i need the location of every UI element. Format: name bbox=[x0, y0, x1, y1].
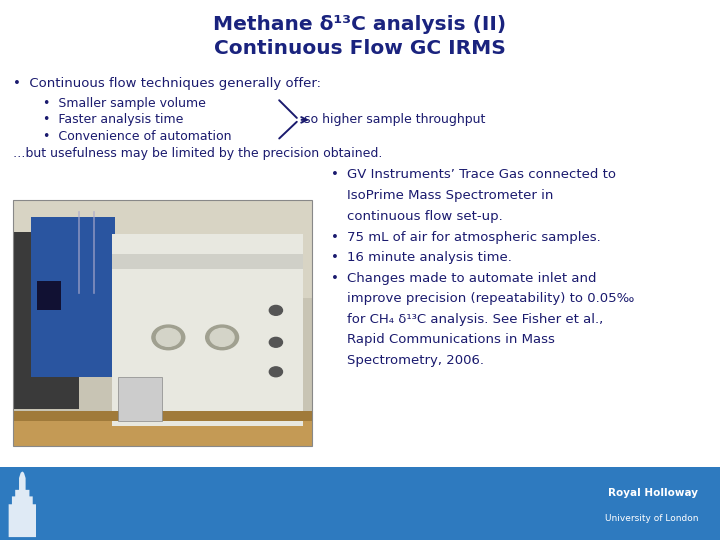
Bar bbox=[13, 232, 78, 409]
Text: Changes made to automate inlet and: Changes made to automate inlet and bbox=[347, 272, 597, 285]
Circle shape bbox=[269, 338, 282, 347]
Circle shape bbox=[206, 325, 238, 350]
Bar bbox=[112, 234, 303, 426]
Text: •  Continuous flow techniques generally offer:: • Continuous flow techniques generally o… bbox=[13, 77, 321, 90]
Bar bbox=[112, 254, 303, 268]
Text: •: • bbox=[331, 168, 339, 181]
Bar bbox=[0, 467, 720, 540]
Polygon shape bbox=[9, 471, 36, 537]
Circle shape bbox=[156, 328, 180, 346]
Circle shape bbox=[269, 306, 282, 315]
Text: •  Smaller sample volume: • Smaller sample volume bbox=[43, 97, 206, 110]
Bar bbox=[13, 200, 312, 446]
Text: 16 minute analysis time.: 16 minute analysis time. bbox=[347, 251, 512, 264]
Text: …but usefulness may be limited by the precision obtained.: …but usefulness may be limited by the pr… bbox=[13, 147, 382, 160]
Bar bbox=[13, 411, 312, 421]
Circle shape bbox=[269, 367, 282, 377]
Text: •: • bbox=[331, 272, 339, 285]
Bar bbox=[37, 281, 60, 310]
Text: Methane δ¹³C analysis (II): Methane δ¹³C analysis (II) bbox=[213, 15, 507, 34]
Bar bbox=[13, 200, 312, 446]
Text: 75 mL of air for atmospheric samples.: 75 mL of air for atmospheric samples. bbox=[347, 231, 600, 244]
Text: IsoPrime Mass Spectrometer in: IsoPrime Mass Spectrometer in bbox=[347, 189, 554, 202]
Bar bbox=[13, 200, 312, 298]
Text: •: • bbox=[331, 251, 339, 264]
Bar bbox=[117, 377, 162, 421]
Text: Rapid Communications in Mass: Rapid Communications in Mass bbox=[347, 333, 555, 346]
Text: Spectrometry, 2006.: Spectrometry, 2006. bbox=[347, 354, 484, 367]
Text: GV Instruments’ Trace Gas connected to: GV Instruments’ Trace Gas connected to bbox=[347, 168, 616, 181]
Text: •  Faster analysis time: • Faster analysis time bbox=[43, 113, 184, 126]
Text: University of London: University of London bbox=[605, 514, 698, 523]
Circle shape bbox=[210, 328, 234, 346]
Text: •  Convenience of automation: • Convenience of automation bbox=[43, 130, 232, 143]
Bar bbox=[31, 217, 114, 377]
Circle shape bbox=[152, 325, 185, 350]
Text: Royal Holloway: Royal Holloway bbox=[608, 488, 698, 498]
Text: •: • bbox=[331, 231, 339, 244]
Text: so higher sample throughput: so higher sample throughput bbox=[304, 113, 485, 126]
Text: Continuous Flow GC IRMS: Continuous Flow GC IRMS bbox=[214, 39, 506, 58]
Text: continuous flow set-up.: continuous flow set-up. bbox=[347, 210, 503, 222]
Bar bbox=[13, 416, 312, 446]
Text: improve precision (repeatability) to 0.05‰: improve precision (repeatability) to 0.0… bbox=[347, 292, 634, 305]
Text: for CH₄ δ¹³C analysis. See Fisher et al.,: for CH₄ δ¹³C analysis. See Fisher et al.… bbox=[347, 313, 603, 326]
